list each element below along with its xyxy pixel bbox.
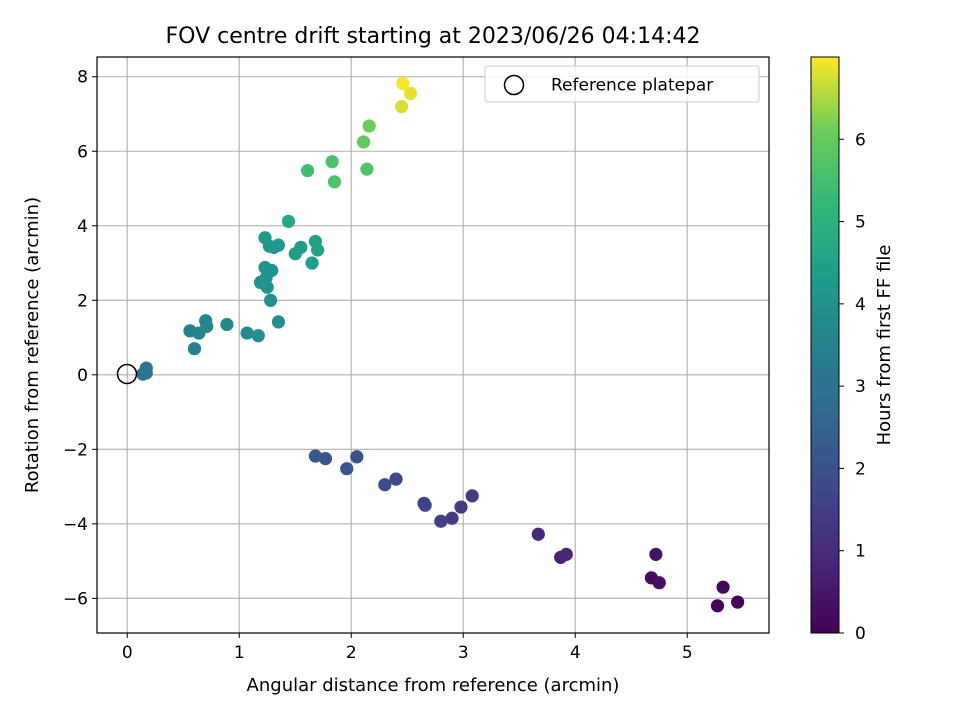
x-tick-label: 3 xyxy=(458,643,469,663)
y-tick-label: 6 xyxy=(77,142,88,162)
legend-label: Reference platepar xyxy=(551,76,713,96)
scatter-point xyxy=(404,86,418,101)
colorbar-tick-label: 0 xyxy=(855,624,866,644)
scatter-point xyxy=(200,319,214,333)
colorbar-ticks: 0 1 2 3 4 5 6 xyxy=(839,130,866,644)
scatter-point xyxy=(396,76,410,91)
scatter-point xyxy=(240,326,254,340)
scatter-point xyxy=(264,293,278,307)
axis-ticks: 0 1 2 3 4 5 −6 −4 −2 0 2 4 6 8 xyxy=(63,68,693,663)
colorbar-tick-label: 4 xyxy=(855,295,866,315)
scatter-point xyxy=(325,155,339,169)
colorbar xyxy=(810,56,840,634)
x-tick-label: 4 xyxy=(570,643,581,663)
scatter-point xyxy=(389,472,403,486)
legend-marker xyxy=(503,74,525,96)
scatter-point xyxy=(716,580,730,594)
scatter-point xyxy=(378,478,392,492)
y-tick-label: −6 xyxy=(63,589,88,609)
y-tick-label: 4 xyxy=(77,217,88,237)
scatter-point xyxy=(350,450,364,464)
scatter-points xyxy=(136,76,745,613)
colorbar-tick-label: 2 xyxy=(855,459,866,479)
scatter-point xyxy=(356,135,371,149)
chart-title: FOV centre drift starting at 2023/06/26 … xyxy=(166,24,701,49)
y-tick-label: −2 xyxy=(63,440,88,460)
scatter-point xyxy=(308,449,322,463)
scatter-point xyxy=(360,162,374,176)
scatter-point xyxy=(311,243,325,257)
colorbar-tick-label: 1 xyxy=(855,542,866,562)
x-axis-label: Angular distance from reference (arcmin) xyxy=(247,675,620,696)
scatter-point xyxy=(465,489,479,503)
scatter-point xyxy=(251,329,265,343)
scatter-point xyxy=(271,315,286,329)
scatter-point xyxy=(318,452,333,466)
scatter-point xyxy=(187,342,202,356)
scatter-point xyxy=(340,462,354,476)
colorbar-tick-label: 3 xyxy=(855,377,866,397)
scatter-point xyxy=(220,317,234,332)
scatter-point xyxy=(559,547,573,561)
x-tick-label: 2 xyxy=(346,643,357,663)
y-tick-label: −4 xyxy=(63,515,88,535)
x-tick-label: 0 xyxy=(122,643,133,663)
scatter-point xyxy=(258,231,272,245)
scatter-point xyxy=(649,547,663,561)
y-axis-label: Rotation from reference (arcmin) xyxy=(22,197,43,493)
x-tick-label: 1 xyxy=(234,643,245,663)
scatter-point xyxy=(454,500,468,514)
scatter-point xyxy=(294,240,308,254)
scatter-point xyxy=(417,496,431,510)
scatter-point xyxy=(395,99,409,114)
scatter-point xyxy=(531,527,545,541)
scatter-point xyxy=(327,175,342,189)
y-tick-label: 8 xyxy=(77,68,88,88)
colorbar-tick-label: 5 xyxy=(855,213,866,233)
scatter-point xyxy=(362,119,376,133)
scatter-point xyxy=(271,238,286,252)
scatter-point xyxy=(281,214,296,228)
legend-box xyxy=(484,65,760,103)
scatter-point xyxy=(300,164,315,178)
plot-frame xyxy=(96,56,770,634)
colorbar-tick-label: 6 xyxy=(855,130,866,150)
legend: Reference platepar xyxy=(484,65,760,103)
x-tick-label: 5 xyxy=(682,643,693,663)
scatter-point xyxy=(731,595,745,609)
scatter-point xyxy=(434,514,448,528)
scatter-point xyxy=(652,576,666,590)
scatter-point xyxy=(265,263,279,278)
y-tick-label: 0 xyxy=(77,366,88,386)
y-tick-label: 2 xyxy=(77,291,88,311)
scatter-point xyxy=(445,511,459,525)
reference-marker xyxy=(116,363,138,385)
colorbar-label: Hours from first FF file xyxy=(874,245,895,446)
scatter-point xyxy=(139,361,153,375)
scatter-point xyxy=(305,256,319,270)
scatter-point xyxy=(710,599,725,613)
